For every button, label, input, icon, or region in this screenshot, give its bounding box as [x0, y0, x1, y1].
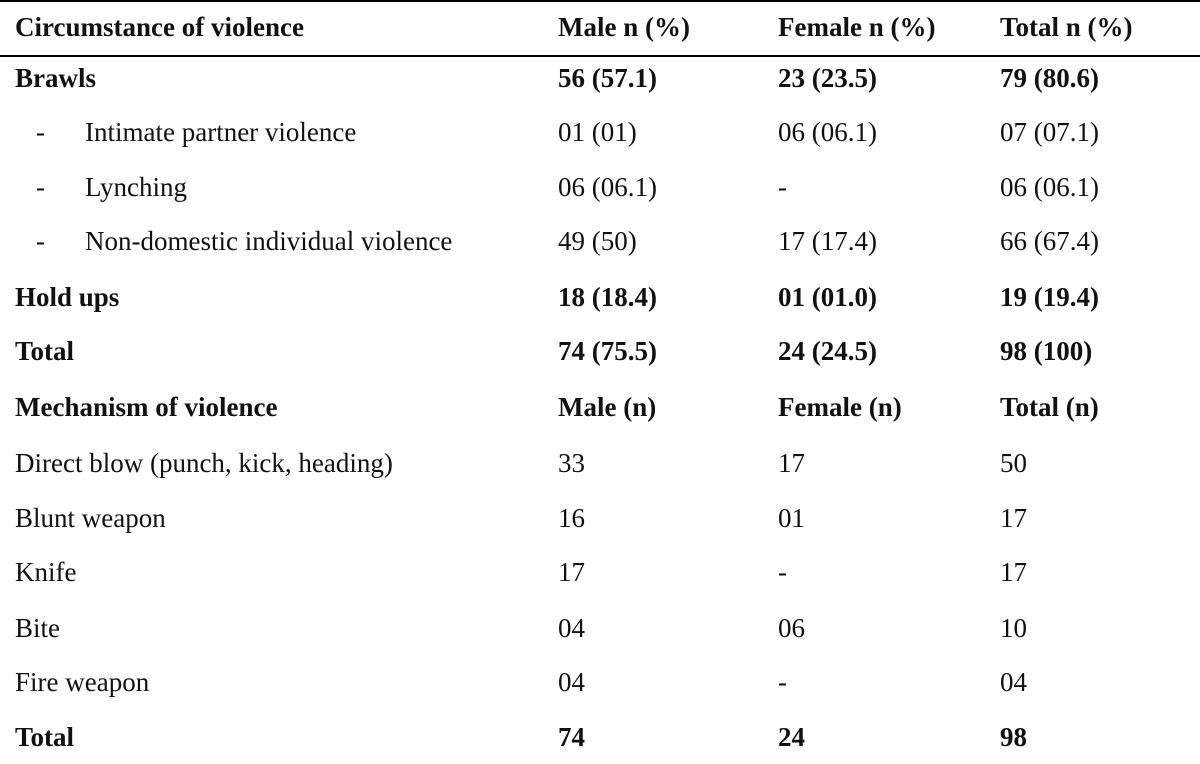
row-female: 17 (17.4)	[778, 226, 877, 256]
sub-item-marker: -	[36, 226, 45, 256]
row-label: Lynching	[85, 172, 187, 202]
table-row: Total 74 24 98	[0, 710, 1200, 764]
table-row: Bite 04 06 10	[0, 601, 1200, 655]
header-total: Total n (%)	[1000, 12, 1133, 42]
row-total: 07 (07.1)	[1000, 117, 1099, 147]
top-rule	[0, 0, 1200, 2]
row-total: 66 (67.4)	[1000, 226, 1099, 256]
header-rule	[0, 55, 1200, 57]
row-female: 06	[778, 613, 805, 643]
row-female: 24 (24.5)	[778, 336, 877, 366]
row-female: -	[778, 667, 787, 697]
sub-item-marker: -	[36, 117, 45, 147]
table-row: Brawls 56 (57.1) 23 (23.5) 79 (80.6)	[0, 51, 1200, 105]
header-circumstance: Circumstance of violence	[15, 12, 304, 42]
row-male: 74 (75.5)	[558, 336, 657, 366]
row-label: Blunt weapon	[15, 503, 166, 533]
row-label: Total	[15, 336, 75, 366]
table-row: Blunt weapon 16 01 17	[0, 491, 1200, 545]
row-male: 74	[558, 722, 585, 752]
row-label: Non-domestic individual violence	[85, 226, 453, 256]
table-row: Hold ups 18 (18.4) 01 (01.0) 19 (19.4)	[0, 270, 1200, 324]
row-male: 04	[558, 667, 585, 697]
row-total: 06 (06.1)	[1000, 172, 1099, 202]
table-row: - Intimate partner violence 01 (01) 06 (…	[0, 105, 1200, 159]
row-label: Knife	[15, 557, 77, 587]
row-male: 01 (01)	[558, 117, 637, 147]
row-male: 17	[558, 557, 585, 587]
row-label: Bite	[15, 613, 60, 643]
row-total: 98 (100)	[1000, 336, 1093, 366]
row-female: 17	[778, 448, 805, 478]
row-total: 98	[1000, 722, 1027, 752]
table-row: Knife 17 - 17	[0, 545, 1200, 599]
row-female: 01	[778, 503, 805, 533]
row-male: 56 (57.1)	[558, 63, 657, 93]
table-row: - Lynching 06 (06.1) - 06 (06.1)	[0, 160, 1200, 214]
row-male: 33	[558, 448, 585, 478]
header-row: Circumstance of violence Male n (%) Fema…	[0, 0, 1200, 54]
row-male: Male (n)	[558, 392, 657, 422]
row-male: 49 (50)	[558, 226, 637, 256]
row-total: 19 (19.4)	[1000, 282, 1099, 312]
row-total: 17	[1000, 503, 1027, 533]
row-label: Direct blow (punch, kick, heading)	[15, 448, 393, 478]
row-total: 50	[1000, 448, 1027, 478]
table-row: Total 74 (75.5) 24 (24.5) 98 (100)	[0, 324, 1200, 378]
row-female: -	[778, 172, 787, 202]
table-row: - Non-domestic individual violence 49 (5…	[0, 214, 1200, 268]
row-female: 24	[778, 722, 805, 752]
row-female: Female (n)	[778, 392, 902, 422]
row-male: 04	[558, 613, 585, 643]
header-male: Male n (%)	[558, 12, 690, 42]
table-row: Direct blow (punch, kick, heading) 33 17…	[0, 436, 1200, 490]
row-label: Intimate partner violence	[85, 117, 357, 147]
row-label: Hold ups	[15, 282, 120, 312]
row-total: 10	[1000, 613, 1027, 643]
row-total: 79 (80.6)	[1000, 63, 1099, 93]
table-row: Fire weapon 04 - 04	[0, 655, 1200, 709]
row-label: Mechanism of violence	[15, 392, 278, 422]
row-label: Total	[15, 722, 75, 752]
row-total: Total (n)	[1000, 392, 1099, 422]
header-female: Female n (%)	[778, 12, 936, 42]
row-male: 06 (06.1)	[558, 172, 657, 202]
row-male: 16	[558, 503, 585, 533]
row-total: 04	[1000, 667, 1027, 697]
section-header-row: Mechanism of violence Male (n) Female (n…	[0, 380, 1200, 434]
sub-item-marker: -	[36, 172, 45, 202]
row-female: -	[778, 557, 787, 587]
row-label: Fire weapon	[15, 667, 150, 697]
row-female: 23 (23.5)	[778, 63, 877, 93]
row-total: 17	[1000, 557, 1027, 587]
row-female: 06 (06.1)	[778, 117, 877, 147]
row-female: 01 (01.0)	[778, 282, 877, 312]
row-male: 18 (18.4)	[558, 282, 657, 312]
row-label: Brawls	[15, 63, 96, 93]
